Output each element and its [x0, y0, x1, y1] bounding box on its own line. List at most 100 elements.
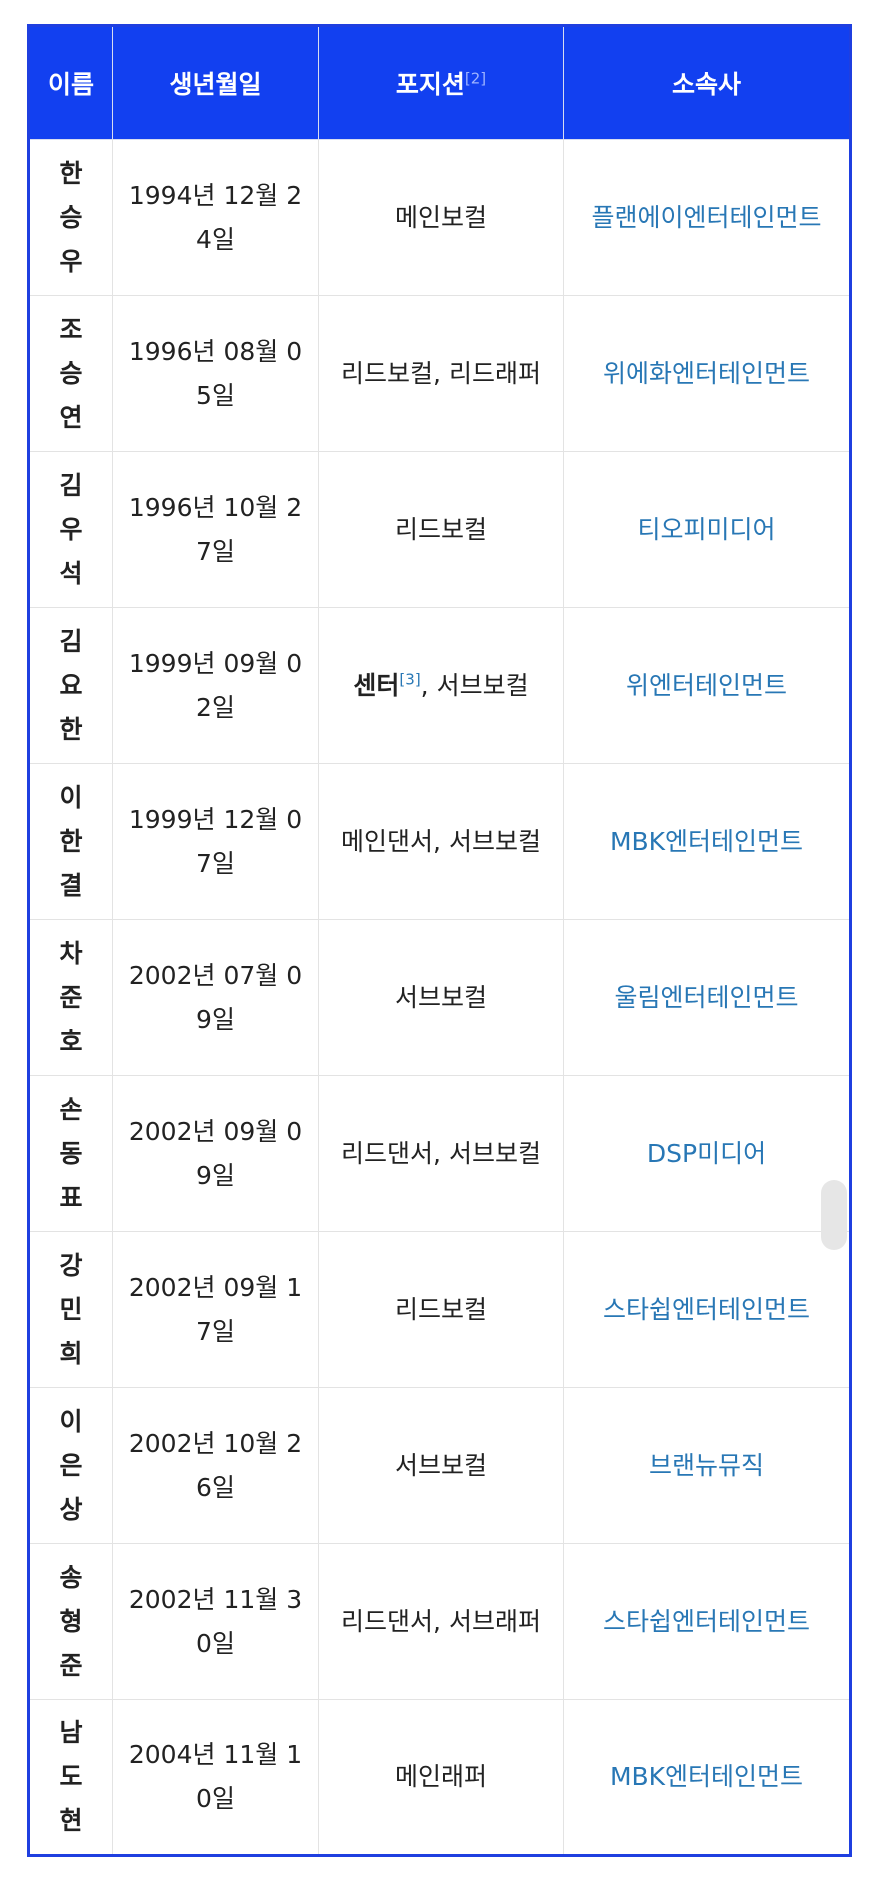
position-cell: 센터[3], 서브보컬 — [318, 607, 564, 764]
scroll-handle[interactable] — [821, 1180, 847, 1250]
footnote-ref[interactable]: [3] — [399, 670, 421, 689]
birth-cell: 2002년 07월 09일 — [112, 919, 319, 1076]
agency-link[interactable]: MBK엔터테인먼트 — [609, 826, 804, 856]
name-cell: 이은상 — [28, 1387, 113, 1544]
position: , 서브보컬 — [420, 670, 529, 700]
agency-link[interactable]: 위엔터테인먼트 — [625, 670, 787, 700]
agency-link[interactable]: 스타쉽엔터테인먼트 — [602, 1294, 810, 1324]
position-cell: 리드보컬, 리드래퍼 — [318, 295, 564, 452]
footnote-ref[interactable]: [2] — [464, 69, 487, 88]
birth-cell: 1999년 12월 07일 — [112, 763, 319, 920]
birth-date: 1996년 08월 05일 — [128, 336, 303, 410]
agency-cell: 위에화엔터테인먼트 — [563, 295, 851, 452]
header-text: 이름 — [47, 70, 94, 99]
member-row: 남도현 2004년 11월 10일 메인래퍼 MBK엔터테인먼트 — [28, 1699, 851, 1856]
agency-link[interactable]: 위에화엔터테인먼트 — [602, 358, 810, 388]
agency-link[interactable]: 플랜에이엔터테인먼트 — [591, 202, 822, 232]
birth-cell: 1996년 10월 27일 — [112, 451, 319, 608]
name-cell: 한승우 — [28, 139, 113, 296]
position: 리드댄서, 서브래퍼 — [341, 1606, 541, 1636]
agency-cell: MBK엔터테인먼트 — [563, 763, 851, 920]
agency-cell: 스타쉽엔터테인먼트 — [563, 1543, 851, 1700]
name: 한승우 — [59, 158, 83, 276]
name: 김요한 — [59, 626, 83, 744]
birth-date: 1994년 12월 24일 — [128, 180, 303, 254]
birth-date: 1996년 10월 27일 — [128, 492, 303, 566]
position: 리드보컬, 리드래퍼 — [341, 358, 541, 388]
position: 메인래퍼 — [394, 1762, 487, 1791]
birth-date: 2004년 11월 10일 — [128, 1740, 303, 1813]
name-cell: 김요한 — [28, 607, 113, 764]
name: 이한결 — [59, 782, 83, 900]
agency-link[interactable]: 스타쉽엔터테인먼트 — [602, 1606, 810, 1636]
name-cell: 차준호 — [28, 919, 113, 1076]
name: 손동표 — [59, 1094, 83, 1212]
name: 이은상 — [59, 1406, 83, 1524]
member-row: 김요한 1999년 09월 02일 센터[3], 서브보컬 위엔터테인먼트 — [28, 607, 851, 764]
birth-cell: 1996년 08월 05일 — [112, 295, 319, 452]
agency-cell: 울림엔터테인먼트 — [563, 919, 851, 1076]
position: 메인보컬 — [394, 202, 487, 232]
position-cell: 리드보컬 — [318, 451, 564, 608]
agency-link[interactable]: 브랜뉴뮤직 — [648, 1450, 764, 1480]
agency-cell: DSP미디어 — [563, 1075, 851, 1232]
birth-cell: 2002년 10월 26일 — [112, 1387, 319, 1544]
birth-date: 1999년 12월 07일 — [128, 804, 303, 878]
agency-cell: 스타쉽엔터테인먼트 — [563, 1231, 851, 1388]
member-row: 차준호 2002년 07월 09일 서브보컬 울림엔터테인먼트 — [28, 919, 851, 1076]
name-cell: 이한결 — [28, 763, 113, 920]
position: 서브보컬 — [394, 1450, 487, 1480]
member-row: 조승연 1996년 08월 05일 리드보컬, 리드래퍼 위에화엔터테인먼트 — [28, 295, 851, 452]
member-row: 손동표 2002년 09월 09일 리드댄서, 서브보컬 DSP미디어 — [28, 1075, 851, 1232]
position-cell: 메인보컬 — [318, 139, 564, 296]
agency-link[interactable]: DSP미디어 — [646, 1138, 767, 1168]
birth-cell: 2002년 09월 17일 — [112, 1231, 319, 1388]
position-cell: 메인래퍼 — [318, 1699, 564, 1856]
agency-link[interactable]: 울림엔터테인먼트 — [614, 982, 799, 1012]
position: 리드댄서, 서브보컬 — [341, 1138, 541, 1168]
name-cell: 조승연 — [28, 295, 113, 452]
birth-cell: 1994년 12월 24일 — [112, 139, 319, 296]
agency-cell: 위엔터테인먼트 — [563, 607, 851, 764]
agency-link[interactable]: MBK엔터테인먼트 — [609, 1762, 804, 1791]
header-cell: 소속사 — [563, 25, 851, 140]
name: 남도현 — [59, 1718, 83, 1835]
birth-date: 2002년 09월 17일 — [128, 1272, 303, 1346]
birth-date: 1999년 09월 02일 — [128, 648, 303, 722]
position: 메인댄서, 서브보컬 — [341, 826, 541, 856]
position: 리드보컬 — [394, 1294, 487, 1324]
name-cell: 손동표 — [28, 1075, 113, 1232]
agency-cell: 브랜뉴뮤직 — [563, 1387, 851, 1544]
name: 조승연 — [59, 314, 83, 432]
header-cell: 생년월일 — [112, 25, 319, 140]
position-cell: 리드보컬 — [318, 1231, 564, 1388]
birth-date: 2002년 10월 26일 — [128, 1428, 303, 1502]
name: 차준호 — [59, 938, 83, 1056]
birth-cell: 1999년 09월 02일 — [112, 607, 319, 764]
name-cell: 강민희 — [28, 1231, 113, 1388]
birth-date: 2002년 07월 09일 — [128, 960, 303, 1034]
header-row: 이름 생년월일 포지션[2] 소속사 — [28, 25, 851, 140]
member-row: 한승우 1994년 12월 24일 메인보컬 플랜에이엔터테인먼트 — [28, 139, 851, 296]
name-cell: 송형준 — [28, 1543, 113, 1700]
header-cell: 이름 — [28, 25, 113, 140]
name: 김우석 — [59, 470, 83, 588]
position-cell: 서브보컬 — [318, 919, 564, 1076]
birth-cell: 2002년 11월 30일 — [112, 1543, 319, 1700]
agency-link[interactable]: 티오피미디어 — [637, 514, 776, 544]
member-row: 송형준 2002년 11월 30일 리드댄서, 서브래퍼 스타쉽엔터테인먼트 — [28, 1543, 851, 1700]
position-cell: 리드댄서, 서브보컬 — [318, 1075, 564, 1232]
birth-date: 2002년 09월 09일 — [128, 1116, 303, 1190]
position-cell: 리드댄서, 서브래퍼 — [318, 1543, 564, 1700]
name: 송형준 — [59, 1562, 83, 1680]
name-cell: 김우석 — [28, 451, 113, 608]
header-text: 생년월일 — [169, 70, 262, 99]
header-text: 소속사 — [671, 70, 741, 99]
birth-date: 2002년 11월 30일 — [128, 1584, 303, 1658]
agency-cell: MBK엔터테인먼트 — [563, 1699, 851, 1856]
member-row: 김우석 1996년 10월 27일 리드보컬 티오피미디어 — [28, 451, 851, 608]
header-cell: 포지션[2] — [318, 25, 564, 140]
name-cell: 남도현 — [28, 1699, 113, 1856]
